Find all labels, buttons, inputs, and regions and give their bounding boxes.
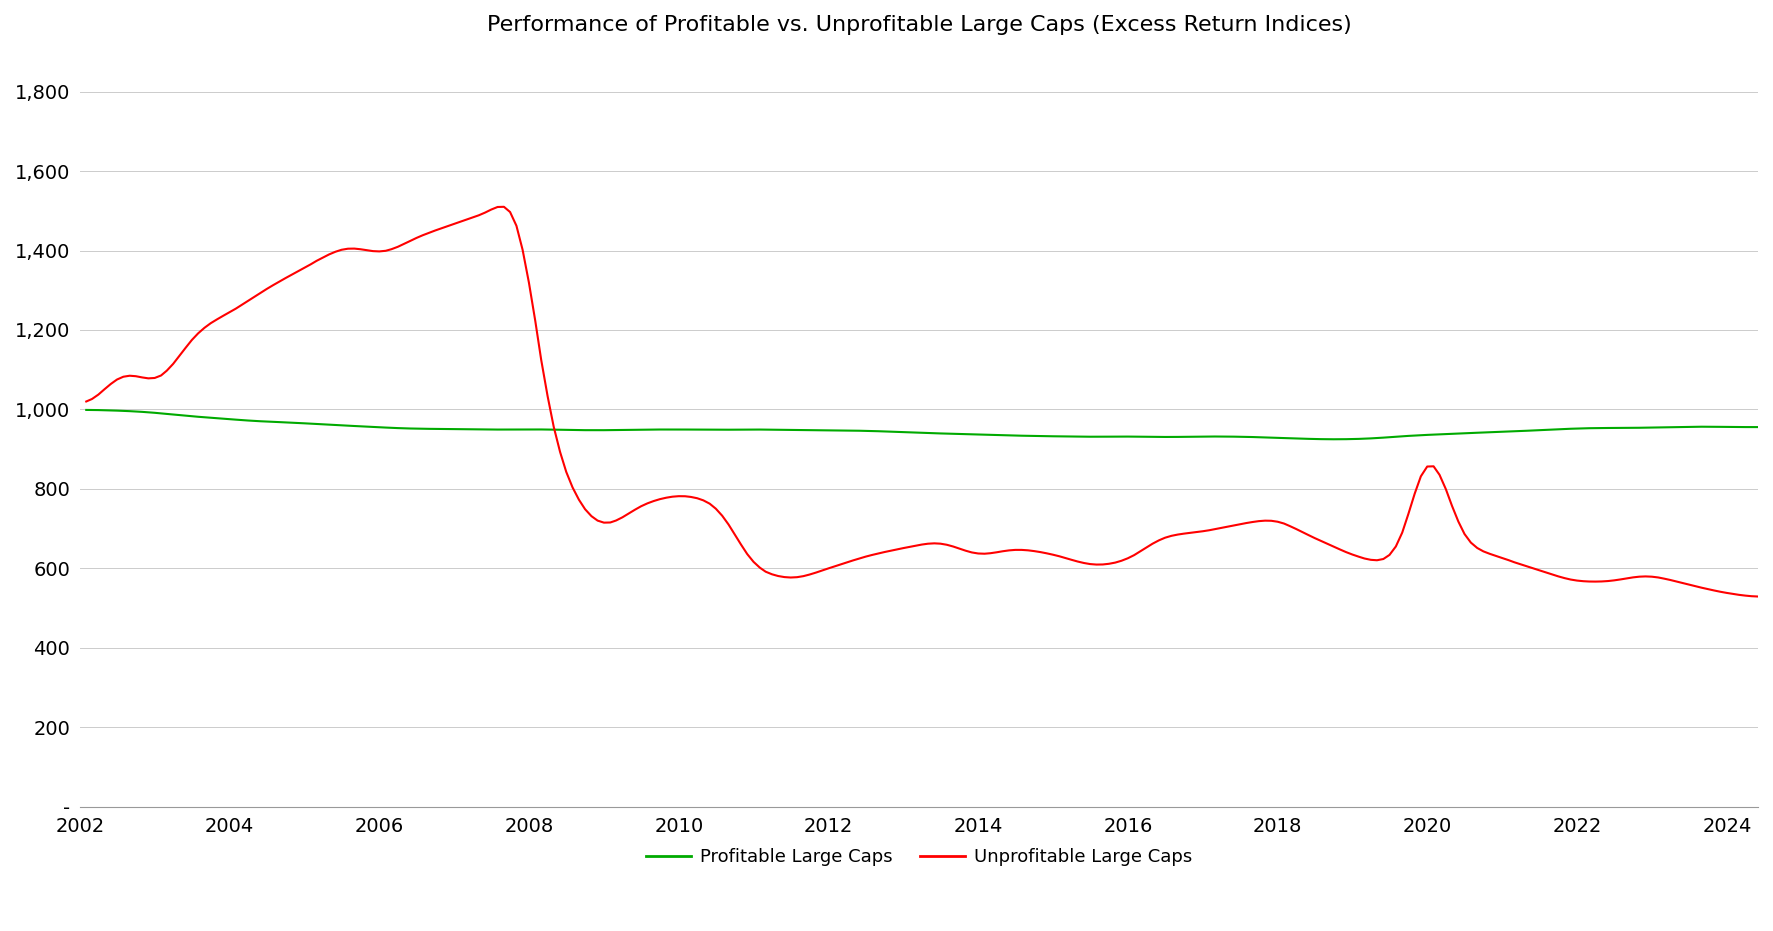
Title: Performance of Profitable vs. Unprofitable Large Caps (Excess Return Indices): Performance of Profitable vs. Unprofitab… xyxy=(486,15,1351,35)
Legend: Profitable Large Caps, Unprofitable Large Caps: Profitable Large Caps, Unprofitable Larg… xyxy=(638,841,1199,873)
